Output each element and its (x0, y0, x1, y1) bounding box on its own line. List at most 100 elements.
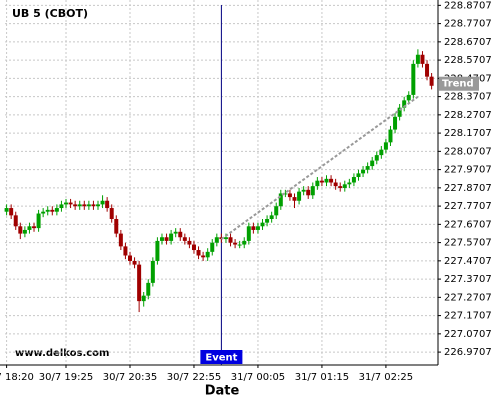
y-tick-label: 227.0707 (444, 329, 492, 340)
candle-body (196, 250, 201, 256)
candle-body (397, 107, 402, 117)
candle-body (18, 226, 23, 234)
candle-body (178, 231, 183, 238)
candle-body (36, 213, 41, 229)
candle-body (351, 177, 356, 183)
candle-body (411, 63, 416, 95)
candle-body (105, 200, 110, 209)
y-tick-label: 227.9707 (444, 165, 492, 176)
y-tick-label: 228.3707 (444, 92, 492, 103)
y-tick-label: 228.2707 (444, 110, 492, 121)
candle-body (356, 173, 361, 178)
candle-body (32, 226, 37, 229)
candle-body (96, 204, 100, 207)
candle-body (347, 182, 352, 185)
candle-body (127, 255, 132, 261)
y-tick-label: 227.5707 (444, 238, 492, 249)
trend-label: Trend (442, 79, 474, 90)
candle-body (246, 226, 251, 241)
candle-body (383, 142, 388, 150)
candle-body (159, 237, 164, 241)
candle-body (41, 211, 46, 214)
candle-body (338, 186, 343, 188)
candle-body (292, 197, 297, 201)
candle-body (50, 209, 55, 212)
candle-body (393, 116, 398, 130)
candle-body (173, 231, 178, 234)
y-tick-label: 228.5707 (444, 55, 492, 66)
watermark: www.delkos.com (15, 348, 109, 359)
candle-body (191, 244, 196, 251)
x-tick-label: 30/7 19:25 (39, 372, 93, 383)
y-tick-label: 228.6707 (444, 37, 492, 48)
candle-body (319, 180, 324, 183)
candle-body (324, 178, 329, 183)
candle-body (415, 54, 420, 64)
y-tick-label: 227.4707 (444, 256, 492, 267)
candle-body (109, 208, 114, 219)
candle-body (379, 149, 384, 156)
candle-body (265, 219, 270, 223)
trend-box (439, 76, 479, 91)
candle-body (155, 240, 160, 261)
candle-body (4, 208, 9, 212)
candle-body (278, 193, 283, 207)
candle-body (329, 178, 334, 183)
x-axis-label: Date (205, 384, 240, 399)
x-tick-label: 31/7 00:05 (231, 372, 285, 383)
event-label: Event (205, 353, 237, 364)
candle-body (22, 229, 27, 234)
candle-body (164, 237, 169, 241)
candle-body (82, 204, 87, 207)
candle-body (402, 100, 407, 108)
candle-body (68, 202, 73, 205)
event-box (200, 350, 243, 364)
candle-body (114, 219, 119, 234)
candle-body (310, 186, 315, 196)
y-tick-label: 227.2707 (444, 292, 492, 303)
y-tick-label: 226.9707 (444, 347, 492, 358)
chart-title: UB 5 (CBOT) (12, 7, 88, 20)
candle-body (59, 204, 64, 209)
candle-body (429, 76, 434, 86)
candle-body (64, 202, 69, 205)
candle-body (406, 94, 411, 101)
candle-body (169, 233, 174, 241)
candle-body (9, 208, 14, 216)
candle-body (100, 200, 105, 205)
x-tick-label: 30/7 20:35 (103, 372, 157, 383)
candle-body (269, 215, 274, 219)
y-tick-label: 227.7707 (444, 201, 492, 212)
candle-body (425, 63, 430, 77)
candle-body (242, 240, 247, 245)
y-tick-label: 228.8707 (444, 0, 492, 11)
x-tick-label: 30/7 22:55 (167, 372, 221, 383)
y-tick-label: 228.1707 (444, 128, 492, 139)
candle-body (86, 204, 91, 207)
y-tick-label: 228.7707 (444, 19, 492, 30)
candle-body (91, 204, 96, 207)
candle-body (374, 155, 379, 161)
candle-body (228, 237, 233, 243)
candle-body (45, 209, 50, 212)
candle-body (315, 180, 320, 187)
candle-body (306, 189, 311, 196)
candle-body (274, 206, 279, 216)
y-tick-label: 227.8707 (444, 183, 492, 194)
candle-body (118, 233, 123, 247)
candle-body (210, 242, 215, 252)
candle-body (370, 160, 375, 167)
y-tick-label: 227.3707 (444, 274, 492, 285)
candle-body (77, 204, 82, 207)
candle-body (54, 208, 59, 212)
candle-body (361, 169, 366, 174)
candle-body (214, 237, 219, 243)
candle-body (132, 260, 137, 265)
candle-body (342, 184, 347, 188)
candle-body (150, 260, 155, 283)
candle-body (333, 182, 338, 187)
candle-body (301, 189, 306, 192)
candle-body (187, 240, 192, 245)
